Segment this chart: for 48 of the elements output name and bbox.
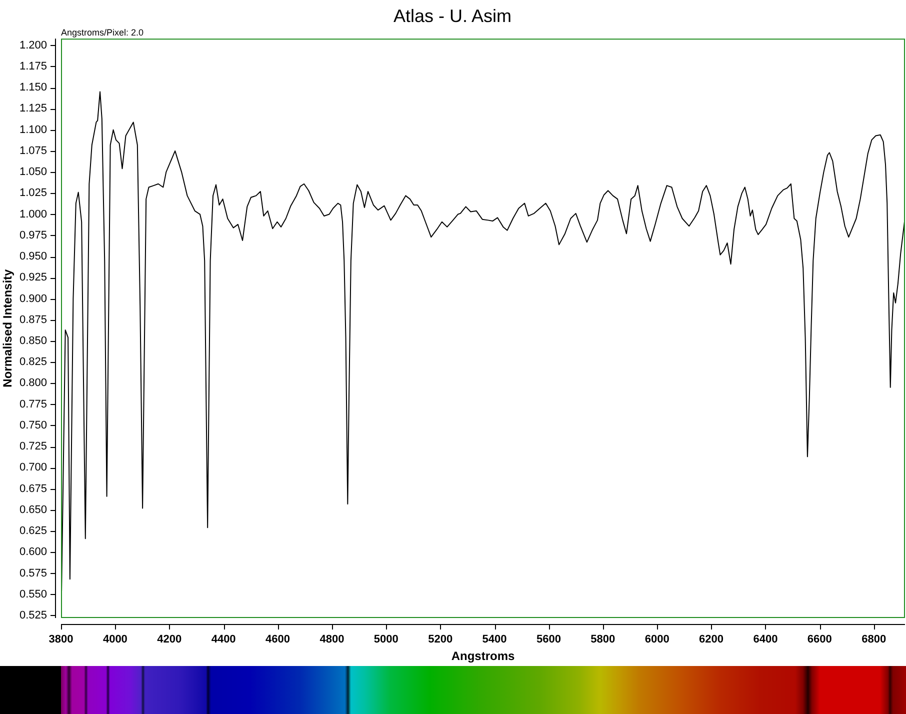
x-tick-label: 4600: [266, 634, 290, 646]
y-tick-label: 0.825: [19, 356, 47, 368]
y-tick-label: 0.725: [19, 440, 47, 453]
x-tick-label: 4000: [102, 634, 128, 646]
x-tick-label: 5600: [536, 634, 561, 646]
x-tick-label: 6200: [699, 634, 724, 646]
y-tick-label: 0.700: [19, 462, 47, 474]
y-tick-label: 1.125: [19, 102, 47, 115]
y-tick-label: 0.875: [19, 314, 47, 326]
x-tick-label: 6000: [644, 634, 670, 646]
x-tick-label: 5000: [374, 634, 398, 646]
x-tick-label: 5400: [482, 634, 507, 646]
x-axis-title: Angstroms: [451, 649, 515, 664]
y-tick-label: 0.625: [19, 525, 47, 538]
x-tick-label: 5800: [590, 634, 616, 646]
y-tick-label: 1.175: [19, 60, 47, 73]
y-tick-label: 0.650: [19, 504, 47, 516]
x-tick-label: 6400: [753, 634, 778, 646]
y-tick-label: 0.525: [19, 609, 47, 622]
y-tick-label: 0.950: [19, 250, 47, 263]
y-tick-label: 1.150: [19, 82, 47, 94]
y-tick-label: 1.075: [19, 144, 47, 157]
x-tick-label: 5200: [428, 634, 453, 646]
x-tick-label: 6600: [807, 634, 832, 646]
x-tick-label: 3800: [48, 634, 74, 646]
chart-title: Atlas - U. Asim: [393, 6, 512, 26]
y-tick-label: 1.100: [19, 124, 47, 136]
y-tick-label: 1.000: [19, 208, 47, 220]
y-tick-label: 0.550: [19, 588, 47, 600]
y-tick-label: 0.750: [19, 419, 47, 432]
y-tick-label: 1.200: [19, 39, 47, 52]
y-tick-label: 0.600: [19, 546, 47, 558]
y-tick-label: 0.775: [19, 398, 47, 410]
x-tick-label: 4200: [157, 634, 182, 646]
y-tick-label: 0.675: [19, 482, 47, 495]
y-tick-label: 0.900: [19, 292, 47, 305]
y-tick-label: 0.850: [19, 335, 47, 347]
x-tick-label: 4400: [211, 634, 236, 646]
y-axis-title: Normalised Intensity: [0, 268, 15, 388]
x-tick-label: 6800: [862, 634, 886, 646]
x-tick-label: 4800: [320, 634, 344, 646]
y-tick-label: 0.800: [19, 377, 47, 390]
y-tick-label: 0.575: [19, 567, 47, 580]
y-tick-label: 0.925: [19, 272, 47, 284]
y-tick-label: 0.975: [19, 229, 47, 242]
y-tick-label: 1.050: [19, 166, 47, 178]
text: Angstroms/Pixel: 2.0: [61, 28, 144, 38]
y-tick-label: 1.025: [19, 187, 47, 200]
